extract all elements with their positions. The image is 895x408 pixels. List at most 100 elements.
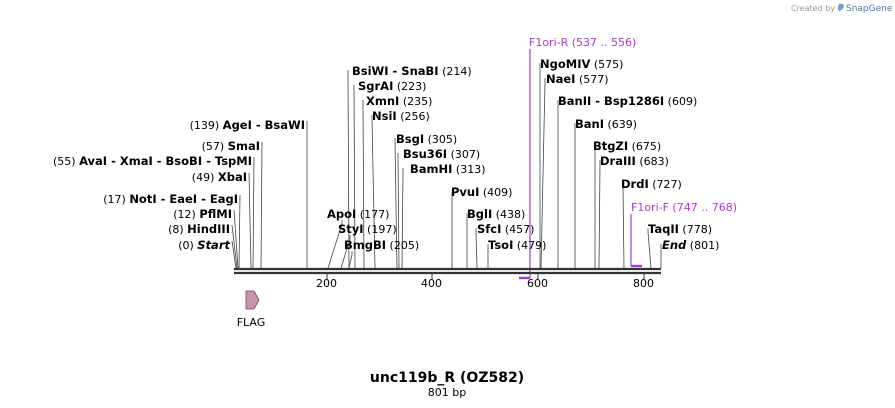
site-label-noti[interactable]: (17) NotI - EaeI - EagI [103,192,238,206]
site-pos: (12) [173,208,199,221]
site-name: AgeI - BsaWI [223,118,305,132]
site-label-styi[interactable]: StyI (197) [338,222,397,236]
site-label-pvui[interactable]: PvuI (409) [451,185,512,199]
site-label-end[interactable]: End (801) [662,238,719,252]
site-name: BglI [467,207,492,221]
site-line-drdi [622,183,625,269]
site-label-pflmi[interactable]: (12) PflMI [173,207,232,221]
flag-arrow[interactable] [245,290,260,310]
site-pos: (479) [513,239,546,252]
site-label-bamhi[interactable]: BamHI (313) [410,162,486,176]
site-pos: (177) [356,208,389,221]
site-label-taqii[interactable]: TaqII (778) [648,222,712,236]
site-line-bsu36i [397,153,400,269]
site-label-bsgi[interactable]: BsgI (305) [396,132,457,146]
site-name: TaqII [648,222,679,236]
site-label-sfci[interactable]: SfcI (457) [477,222,534,236]
site-pos: (197) [364,223,397,236]
site-pos: (801) [686,239,719,252]
primer-marks [519,49,642,280]
site-line-noti [238,194,241,269]
site-pos: (727) [649,178,682,191]
site-name: SgrAI [358,79,393,93]
site-name: PvuI [451,185,479,199]
ruler-tick-label: 400 [421,277,442,290]
site-pos: (609) [664,95,697,108]
ruler-tick-label: 600 [527,277,548,290]
snapgene-brand: SnapGene [846,4,893,14]
site-name: Start [197,238,230,252]
snapgene-icon [838,3,844,11]
site-label-drdi[interactable]: DrdI (727) [621,177,682,191]
site-label-sgrai[interactable]: SgrAI (223) [358,79,426,93]
site-label-bgli[interactable]: BglI (438) [467,207,525,221]
site-line-styi [340,235,351,269]
site-line-bmgbi [348,251,353,269]
site-pos: (139) [190,119,223,132]
site-labels: (0) Start (8) HindIII(12) PflMI(17) NotI … [53,57,719,252]
site-label-btgzi[interactable]: BtgZI (675) [593,139,661,153]
primer-labels: F1ori-R (537 .. 556) F1ori-F (747 .. 768) [529,36,737,214]
site-pos: (235) [399,95,432,108]
site-label-agei[interactable]: (139) AgeI - BsaWI [190,118,305,132]
site-label-nsii[interactable]: NsiI (256) [372,109,430,123]
site-name: End [662,238,687,252]
site-name: BamHI [410,162,452,176]
site-pos: (55) [53,155,79,168]
primer-range: (747 .. 768) [669,201,737,214]
site-label-smai[interactable]: (57) SmaI [202,139,260,153]
site-name: PflMI [199,207,232,221]
site-label-bsu36i[interactable]: Bsu36I (307) [403,147,480,161]
primer-label-f1ori-f[interactable]: F1ori-F (747 .. 768) [631,201,737,214]
site-label-bsiwi[interactable]: BsiWI - SnaBI (214) [352,64,472,78]
site-name: BanII - Bsp1286I [558,94,664,108]
ruler-tick-label: 200 [316,277,337,290]
site-pos: (214) [439,65,472,78]
site-label-xbai[interactable]: (49) XbaI [192,170,247,184]
site-label-ngomiv[interactable]: NgoMIV (575) [540,57,623,71]
site-pos: (409) [479,186,512,199]
primer-label-f1ori-r[interactable]: F1ori-R (537 .. 556) [529,36,636,49]
site-line-start [231,240,237,269]
site-line-naei [540,78,546,269]
site-name: XmnI [366,94,399,108]
site-name: NaeI [546,72,575,86]
site-name: TsoI [488,238,513,252]
flag-label: FLAG [237,316,266,329]
site-name: BsiWI - SnaBI [352,64,439,78]
site-label-naei[interactable]: NaeI (577) [546,72,609,86]
flag-feature[interactable]: FLAG [237,290,266,329]
site-pos: (639) [604,118,637,131]
site-pos: (205) [386,239,419,252]
site-label-banii[interactable]: BanII - Bsp1286I (609) [558,94,697,108]
site-name: AvaI - XmaI - BsoBI - TspMI [79,154,252,168]
site-label-tsoi[interactable]: TsoI (479) [488,238,546,252]
site-line-apoi [327,220,343,269]
site-label-start[interactable]: (0) Start [178,238,230,252]
primer-range: (537 .. 556) [568,36,636,49]
ruler-tick-label: 800 [633,277,654,290]
site-label-apoi[interactable]: ApoI (177) [327,207,389,221]
site-name: SmaI [228,139,260,153]
site-pos: (256) [397,110,430,123]
dna-backbone [234,267,661,275]
site-pos: (457) [501,223,534,236]
site-pos: (8) [168,223,187,236]
site-line-nsii [371,115,376,269]
site-pos: (575) [590,58,623,71]
site-name: XbaI [218,170,247,184]
site-label-avai[interactable]: (55) AvaI - XmaI - BsoBI - TspMI [53,154,252,168]
site-pos: (49) [192,171,218,184]
site-pos: (683) [636,155,669,168]
site-pos: (675) [628,140,661,153]
site-pos: (57) [202,140,228,153]
created-by-text: Created by [791,4,835,13]
site-label-bani[interactable]: BanI (639) [575,117,637,131]
site-label-hindiii[interactable]: (8) HindIII [168,222,230,236]
site-label-bmgbi[interactable]: BmgBI (205) [344,238,419,252]
site-label-draiii[interactable]: DraIII (683) [600,154,669,168]
site-name: SfcI [477,222,501,236]
site-name: BsgI [396,132,424,146]
site-name: NgoMIV [540,57,590,71]
site-label-xmni[interactable]: XmnI (235) [366,94,432,108]
